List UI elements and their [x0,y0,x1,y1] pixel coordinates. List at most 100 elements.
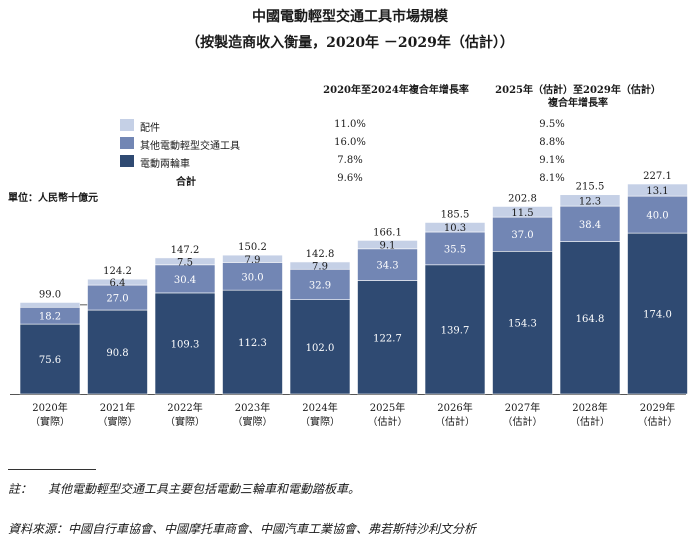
x-tick-label: 2021年 [100,401,135,414]
x-tick-sublabel: （實際） [300,415,340,428]
x-tick-label: 2023年 [235,401,270,414]
data-label: 32.9 [309,280,331,291]
data-label: 174.0 [643,310,672,321]
x-tick-sublabel: （估計） [368,415,408,428]
cagr-other-2025-2029: 8.8% [539,137,565,148]
data-label: 75.6 [39,355,61,366]
data-label: 164.8 [576,314,605,325]
cagr-accessory-2025-2029: 9.5% [539,119,565,130]
cagr-header-2025-2029-line1: 2025年（估計）至2029年（估計） [495,85,661,96]
legend-swatch-two-wheel [120,155,134,167]
total-label: 150.2 [238,242,267,253]
bar-segment [289,261,351,270]
cagr-total-2020-2024: 9.6% [337,173,363,184]
bar-segment [357,248,418,281]
data-label: 12.3 [579,196,601,207]
x-tick-sublabel: （實際） [165,415,205,428]
data-label: 38.4 [579,220,601,231]
footnote-text: 其他電動輕型交通工具主要包括電動三輪車和電動踏板車。 [48,482,361,496]
chart-title: 中國電動輕型交通工具市場規模 [252,9,448,25]
bar-segment [357,280,418,395]
x-tick-label: 2024年 [302,401,337,414]
data-label: 27.0 [106,294,128,305]
cagr-two-wheel-2025-2029: 9.1% [539,155,565,166]
bar-segment [154,264,216,294]
x-tick-label: 2025年 [370,401,405,414]
x-tick-sublabel: （估計） [503,415,543,428]
x-tick-sublabel: （估計） [570,415,610,428]
bar-segment [424,222,486,233]
data-label: 90.8 [106,348,128,359]
bar-segment [492,206,553,218]
x-tick-sublabel: （估計） [435,415,475,428]
bar-segment [627,183,688,197]
cagr-accessory-2020-2024: 11.0% [334,119,366,130]
data-label: 37.0 [511,230,533,241]
bar-segment [559,241,621,395]
x-tick-label: 2028年 [572,401,607,414]
x-tick-sublabel: （實際） [233,415,273,428]
cagr-other-2020-2024: 16.0% [334,137,366,148]
footnote-divider [8,469,96,470]
total-label: 166.1 [373,227,402,238]
bar-segment [627,195,688,234]
cagr-total-label: 合計 [176,177,196,188]
x-tick-sublabel: （實際） [98,415,138,428]
x-tick-sublabel: （實際） [30,415,70,428]
footnote-prefix: 註： [8,482,33,496]
bar-segment [289,299,351,395]
data-label: 109.3 [171,339,200,350]
cagr-header-2025-2029-line2: 複合年增長率 [548,98,608,109]
data-label: 30.4 [174,275,196,286]
data-label: 34.3 [376,261,398,272]
bar-segment [222,254,283,263]
bar-segment [492,251,553,395]
legend-swatch-accessory [120,119,134,131]
bar-segment [559,194,621,207]
data-label: 18.2 [39,312,61,323]
x-tick-label: 2027年 [505,401,540,414]
data-label: 11.5 [511,208,533,219]
x-tick-label: 2026年 [437,401,472,414]
cagr-two-wheel-2020-2024: 7.8% [337,155,363,166]
chart-subtitle: （按製造商收入衡量，2020年 －2029年（估計）） [186,35,514,51]
data-label: 112.3 [238,338,267,349]
bar-segment [222,289,283,395]
data-label: 35.5 [444,244,466,255]
data-label: 154.3 [508,319,537,330]
bar-segment [154,292,216,395]
bar-segment [424,231,486,266]
cagr-total-2025-2029: 8.1% [539,173,565,184]
data-label: 7.9 [245,255,261,266]
total-label: 124.2 [103,266,132,277]
cagr-header-2020-2024: 2020年至2024年複合年增長率 [323,85,469,96]
x-tick-label: 2020年 [32,401,67,414]
bar-segment [87,284,148,311]
data-label: 9.1 [380,241,396,252]
data-label: 102.0 [306,343,335,354]
data-label: 40.0 [646,211,668,222]
data-label: 6.4 [110,278,126,289]
legend-label-other: 其他電動輕型交通工具 [140,141,240,152]
legend-label-accessory: 配件 [140,123,160,134]
bar-segment [424,264,486,395]
data-label: 122.7 [373,333,402,344]
bar-segment [627,232,688,395]
data-label: 7.9 [312,262,328,273]
data-label: 13.1 [646,186,668,197]
total-label: 142.8 [306,249,335,260]
data-label: 30.0 [241,272,263,283]
bar-segment [559,205,621,242]
legend-swatch-other [120,137,134,149]
x-tick-label: 2022年 [167,401,202,414]
bar-segment [87,309,148,395]
x-tick-sublabel: （估計） [638,415,678,428]
x-tick-label: 2029年 [640,401,675,414]
unit-label: 單位：人民幣十億元 [8,193,98,204]
bar-segment [87,278,148,286]
stacked-bar-chart: 75.618.25.299.02020年（實際）90.827.06.4124.2… [10,171,688,428]
data-label: 139.7 [441,325,470,336]
total-label: 185.5 [441,209,470,220]
bar-segment [154,257,216,266]
total-label: 215.5 [576,182,605,193]
